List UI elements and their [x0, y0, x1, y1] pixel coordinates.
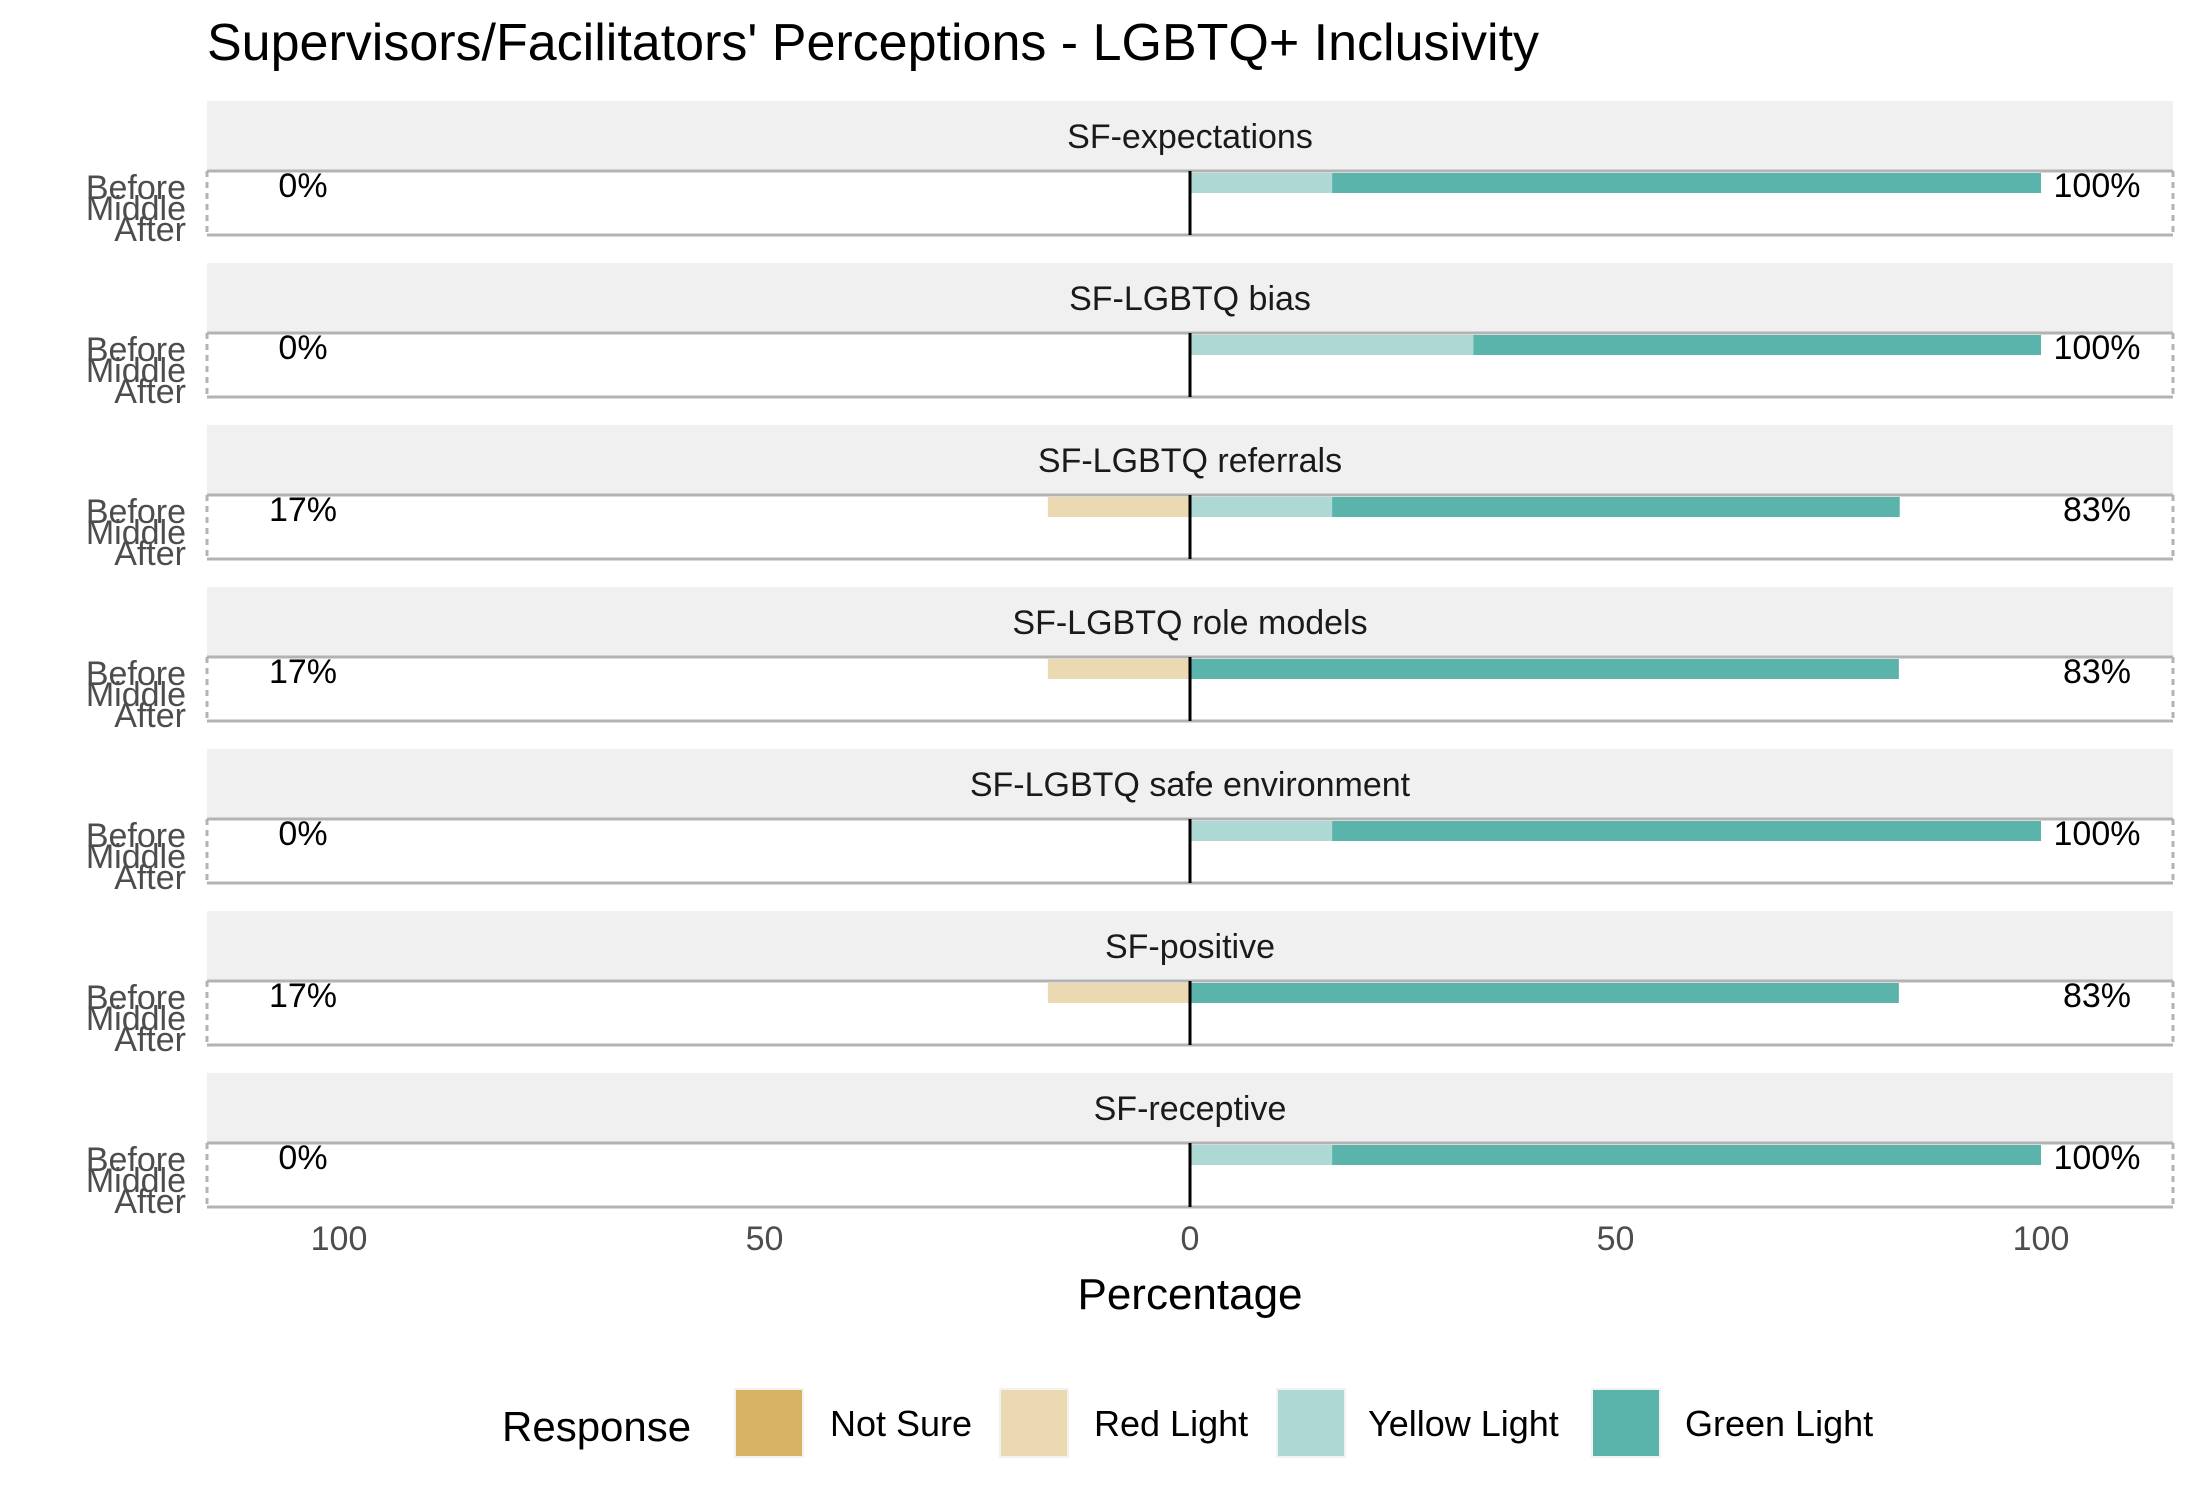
legend-item: Red Light	[999, 1388, 1248, 1458]
x-tick-label: 50	[746, 1220, 784, 1258]
legend-item: Yellow Light	[1276, 1388, 1559, 1458]
row-label: Before	[86, 493, 186, 531]
facet-strip-label: SF-LGBTQ referrals	[1038, 442, 1342, 480]
facet-strip	[207, 263, 2173, 333]
bar-green-light	[1332, 497, 1900, 517]
x-tick-label: 0	[1181, 1220, 1200, 1258]
bar-green-light	[1332, 173, 2041, 193]
bar-yellow-light	[1190, 1145, 1333, 1165]
bar-red-light	[1047, 497, 1190, 517]
row-label: Before	[86, 331, 186, 369]
left-percent-label: 0%	[278, 815, 327, 853]
legend-swatch	[1278, 1390, 1344, 1456]
x-tick-label: 100	[2013, 1220, 2070, 1258]
bar-red-light	[1047, 983, 1190, 1003]
left-percent-label: 0%	[278, 167, 327, 205]
facet-strip	[207, 101, 2173, 171]
facet-strip-label: SF-receptive	[1094, 1090, 1287, 1128]
left-percent-label: 17%	[269, 653, 337, 691]
bar-red-light	[1047, 659, 1190, 679]
bar-green-light	[1190, 983, 1899, 1003]
row-label: Middle	[86, 676, 186, 714]
row-label: After	[114, 373, 186, 411]
legend: Response Not Sure Red Light Yellow Light Gre…	[502, 1388, 1873, 1458]
facet-strip-label: SF-positive	[1105, 928, 1275, 966]
row-label: Before	[86, 655, 186, 693]
bar-yellow-light	[1190, 335, 1474, 355]
legend-label: Green Light	[1685, 1403, 1873, 1444]
left-percent-label: 0%	[278, 1139, 327, 1177]
legend-label: Yellow Light	[1368, 1403, 1559, 1444]
row-label: Before	[86, 169, 186, 207]
right-percent-label: 100%	[2054, 167, 2141, 205]
x-axis-title: Percentage	[1077, 1270, 1302, 1319]
legend-swatch	[736, 1390, 802, 1456]
row-label: After	[114, 859, 186, 897]
x-axis: 100 50 0 50 100	[311, 1220, 2070, 1258]
right-percent-label: 83%	[2063, 491, 2131, 529]
legend-swatch	[1593, 1390, 1659, 1456]
row-label: Middle	[86, 1162, 186, 1200]
bar-yellow-light	[1190, 173, 1333, 193]
legend-label: Not Sure	[830, 1403, 972, 1444]
right-percent-label: 83%	[2063, 653, 2131, 691]
right-percent-label: 100%	[2054, 1139, 2141, 1177]
bar-yellow-light	[1190, 497, 1333, 517]
row-label: After	[114, 1021, 186, 1059]
row-label: After	[114, 697, 186, 735]
bar-green-light	[1332, 1145, 2041, 1165]
legend-title: Response	[502, 1403, 691, 1450]
x-tick-label: 100	[311, 1220, 368, 1258]
right-percent-label: 83%	[2063, 977, 2131, 1015]
legend-item: Not Sure	[734, 1388, 972, 1458]
legend-item: Green Light	[1591, 1388, 1873, 1458]
facet-strip	[207, 425, 2173, 495]
facet-strip	[207, 749, 2173, 819]
facet-strip-label: SF-expectations	[1067, 118, 1313, 156]
facet-strip	[207, 587, 2173, 657]
right-percent-label: 100%	[2054, 329, 2141, 367]
row-label: Middle	[86, 514, 186, 552]
row-label: Middle	[86, 352, 186, 390]
left-percent-label: 0%	[278, 329, 327, 367]
row-label: Middle	[86, 1000, 186, 1038]
bar-green-light	[1190, 659, 1899, 679]
facet-strip-label: SF-LGBTQ role models	[1012, 604, 1367, 642]
row-label: Before	[86, 1141, 186, 1179]
row-label: Before	[86, 817, 186, 855]
row-label: After	[114, 211, 186, 249]
facet-strip-label: SF-LGBTQ bias	[1069, 280, 1311, 318]
bar-green-light	[1332, 821, 2041, 841]
row-label: Middle	[86, 190, 186, 228]
facet-strip	[207, 1073, 2173, 1143]
facet-strip	[207, 911, 2173, 981]
chart-title: Supervisors/Facilitators' Perceptions - …	[207, 14, 1539, 72]
facet-panel: SF-LGBTQ safe environment BeforeMiddleAft…	[86, 749, 2175, 897]
bar-yellow-light	[1190, 821, 1333, 841]
facet-strip-label: SF-LGBTQ safe environment	[970, 766, 1411, 804]
legend-swatch	[1001, 1390, 1067, 1456]
left-percent-label: 17%	[269, 491, 337, 529]
left-percent-label: 17%	[269, 977, 337, 1015]
row-label: Middle	[86, 838, 186, 876]
row-label: After	[114, 1183, 186, 1221]
right-percent-label: 100%	[2054, 815, 2141, 853]
row-label: Before	[86, 979, 186, 1017]
legend-label: Red Light	[1094, 1403, 1248, 1444]
x-tick-label: 50	[1597, 1220, 1635, 1258]
row-label: After	[114, 535, 186, 573]
bar-green-light	[1473, 335, 2041, 355]
